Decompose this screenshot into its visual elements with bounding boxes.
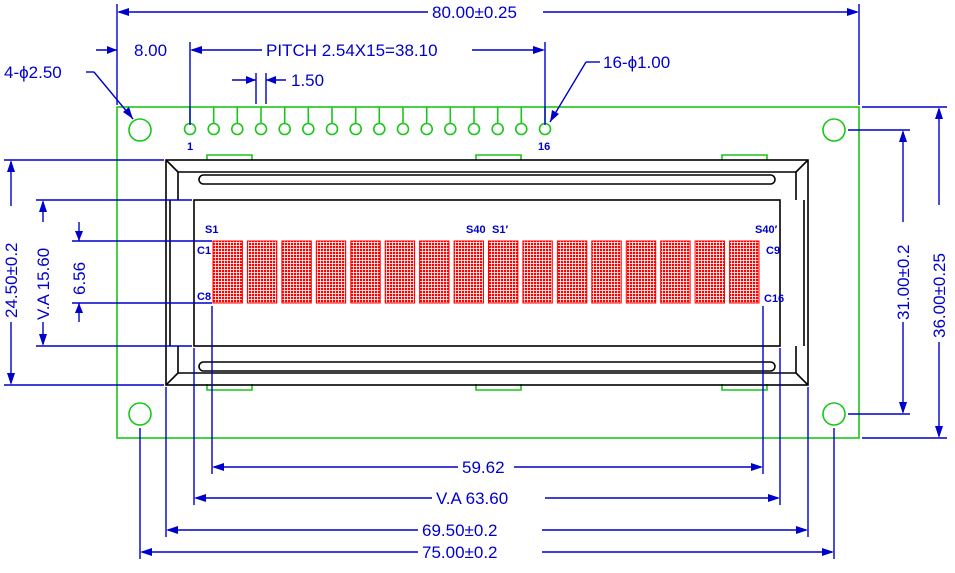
character-cell — [246, 240, 278, 304]
character-cell — [625, 240, 657, 304]
dim-hole-pitch-width: 75.00±0.2 — [139, 428, 835, 562]
dim-hole-offset: 8.00 — [96, 41, 191, 125]
label-pitch: PITCH 2.54X15=38.10 — [266, 41, 438, 60]
dim-va-height: V.A 15.60 — [34, 199, 192, 347]
label-board-height: 36.00±0.25 — [930, 253, 949, 338]
light-guide-bottom — [198, 361, 776, 372]
tab-top-middle — [475, 154, 522, 160]
label-c16: C16 — [764, 293, 784, 305]
pin-hole — [538, 122, 552, 136]
mount-hole-bottom-left — [128, 402, 152, 426]
pin-hole — [231, 122, 244, 136]
pin-hole — [183, 122, 197, 136]
pin-hole — [467, 122, 481, 136]
character-cell — [384, 240, 416, 304]
label-char-area-width: 59.62 — [462, 458, 505, 477]
dim-pad-spacing: 1.50 — [232, 71, 324, 104]
viewing-area — [193, 199, 781, 347]
label-overall-width: 80.00±0.25 — [432, 3, 517, 22]
label-hole-offset: 8.00 — [134, 41, 167, 60]
label-c8: C8 — [197, 291, 211, 303]
label-s40: S40 — [466, 224, 486, 236]
character-cell — [660, 240, 691, 304]
mount-hole-bottom-right — [822, 402, 846, 426]
label-s1-prime: S1′ — [492, 224, 508, 236]
dim-pitch: PITCH 2.54X15=38.10 — [190, 41, 546, 125]
pin-label-first: 1 — [187, 141, 193, 153]
pin-hole — [420, 122, 434, 136]
pin-hole — [278, 122, 292, 136]
label-bezel-width: 69.50±0.2 — [422, 521, 498, 540]
pin-hole — [325, 122, 339, 136]
dim-mount-holes: 4-ϕ2.50 — [4, 63, 134, 120]
dim-board-height: 36.00±0.25 — [862, 106, 949, 439]
mount-hole-top-right — [822, 118, 846, 142]
label-c1: C1 — [197, 245, 211, 257]
pin-hole — [396, 122, 410, 136]
pin-holes — [183, 107, 552, 136]
character-cells — [212, 240, 760, 304]
character-cell — [522, 240, 553, 304]
pin-hole — [372, 122, 386, 136]
tab-top-left — [206, 154, 253, 160]
character-cell — [419, 240, 450, 304]
dim-bezel-height: 24.50±0.2 — [2, 159, 164, 386]
label-hole-pitch-width: 75.00±0.2 — [422, 543, 498, 562]
dim-char-area-width: 59.62 — [211, 306, 764, 477]
pin-hole — [349, 122, 363, 136]
label-char-height: 6.56 — [70, 262, 89, 295]
character-cell — [212, 240, 243, 304]
label-bezel-height: 24.50±0.2 — [2, 242, 21, 318]
tab-bottom-right — [721, 384, 768, 391]
dim-va-width: V.A 63.60 — [193, 348, 781, 508]
label-va-width: V.A 63.60 — [436, 489, 508, 508]
pin-hole — [254, 122, 268, 136]
tab-bottom-middle — [475, 384, 522, 391]
label-pin-holes: 16-ϕ1.00 — [603, 53, 670, 72]
character-cell — [488, 240, 519, 304]
label-c9: C9 — [766, 245, 780, 257]
label-va-height: V.A 15.60 — [34, 248, 53, 320]
dim-char-height: 6.56 — [70, 222, 212, 322]
character-cell — [556, 240, 588, 304]
pin-hole — [443, 122, 457, 136]
character-cell — [315, 240, 347, 304]
pin-hole — [491, 122, 505, 136]
pin-hole — [207, 122, 220, 136]
tab-top-right — [721, 154, 768, 160]
dim-pin-holes: 16-ϕ1.00 — [549, 53, 670, 123]
dim-overall-width: 80.00±0.25 — [116, 3, 860, 105]
label-s40-prime: S40′ — [755, 224, 778, 236]
character-cell — [350, 240, 381, 304]
character-cell — [729, 240, 760, 304]
label-pad-spacing: 1.50 — [291, 71, 324, 90]
segment-labels: S1 S40 S1′ S40′ C1 C8 C9 C16 — [197, 224, 784, 305]
lcd-bezel — [165, 159, 809, 386]
label-hole-pitch-height: 31.00±0.2 — [894, 244, 913, 320]
pin-hole — [514, 122, 528, 136]
character-cell — [453, 240, 485, 304]
pin-label-last: 16 — [538, 141, 550, 153]
pcb-board — [116, 106, 860, 439]
dim-bezel-width: 69.50±0.2 — [165, 387, 809, 540]
pin-hole — [301, 122, 315, 136]
character-cell — [694, 240, 725, 304]
label-s1: S1 — [205, 224, 218, 236]
character-cell — [281, 240, 312, 304]
light-guide-top — [198, 174, 776, 185]
mount-hole-top-left — [128, 118, 152, 142]
dim-hole-pitch-height: 31.00±0.2 — [848, 129, 913, 415]
label-mount-holes: 4-ϕ2.50 — [4, 63, 62, 82]
tab-bottom-left — [206, 384, 253, 391]
character-cell — [591, 240, 622, 304]
